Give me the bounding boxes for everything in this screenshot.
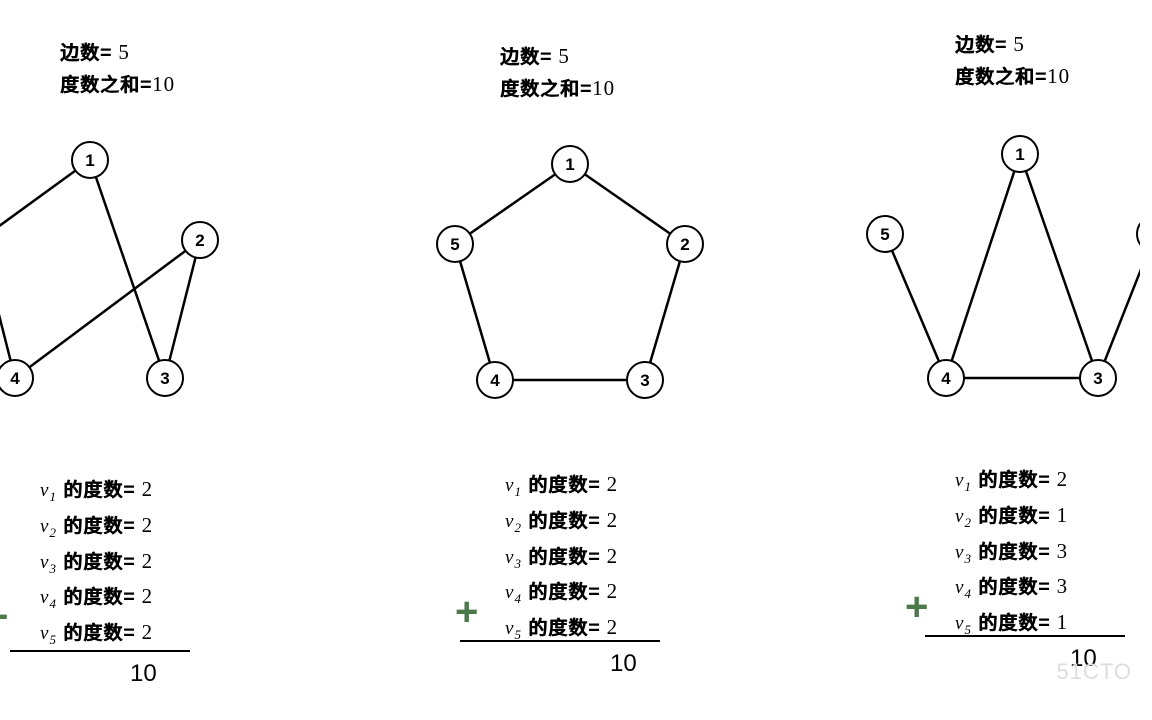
edge [15,240,200,378]
node-label-2: 2 [680,235,689,254]
degree-list: v1 的度数= 2 v2 的度数= 2 v3 的度数= 2 v4 的度数= 2 v5 的… [40,475,153,654]
degree-line-v4: v4 的度数= 3 [955,572,1068,602]
node-label-1: 1 [565,155,574,174]
edge [455,164,570,244]
degree-line-v1: v1 的度数= 2 [40,475,153,505]
degree-line-v2: v2 的度数= 2 [40,511,153,541]
degree-sum-label: 度数之和=10 [60,70,175,97]
degree-line-v3: v3 的度数= 3 [955,537,1068,567]
degree-list: v1 的度数= 2 v2 的度数= 1 v3 的度数= 3 v4 的度数= 3 v5 的… [955,465,1068,644]
graph-panel-1: 边数= 5 度数之和=10 1 2 3 4 v1 的度数= 2 v2 的度数= 2 v3 的度数… [0,0,390,720]
node-label-1: 1 [1015,145,1024,164]
graph-panel-2: 边数= 5 度数之和=10 1 2 5 3 4 v1 的度数= 2 v2 的度数= 2 v3 的度… [400,0,820,720]
watermark: 51CTO [1056,659,1132,685]
node-label-3: 3 [1093,369,1102,388]
degree-line-v3: v3 的度数= 2 [505,542,618,572]
degree-list: v1 的度数= 2 v2 的度数= 2 v3 的度数= 2 v4 的度数= 2 v5 的… [505,470,618,649]
degree-line-v4: v4 的度数= 2 [505,577,618,607]
node-label-5: 5 [880,225,889,244]
degree-line-v5: v5 的度数= 2 [40,618,153,648]
sum-value: 10 [610,650,637,678]
edge [455,244,495,380]
edge [0,240,15,378]
degree-line-v3: v3 的度数= 2 [40,547,153,577]
edge-count-label: 边数= 5 [955,30,1025,57]
node-label-4: 4 [490,371,500,390]
degree-line-v5: v5 的度数= 1 [955,608,1068,638]
edge-count-label: 边数= 5 [500,42,570,69]
degree-line-v1: v1 的度数= 2 [505,470,618,500]
degree-line-v2: v2 的度数= 2 [505,506,618,536]
node-label-3: 3 [640,371,649,390]
node-2 [1137,216,1152,252]
sum-value: 10 [130,660,157,688]
edge [1098,234,1152,378]
node-label-4: 4 [941,369,951,388]
node-label-4: 4 [10,369,20,388]
degree-line-v5: v5 的度数= 2 [505,613,618,643]
graph-panel-3: 边数= 5度数之和=1012534v1 的度数= 2v2 的度数= 1v3 的度… [840,0,1152,720]
edge [946,154,1020,378]
edge [645,244,685,380]
degree-sum-label: 度数之和=10 [500,74,615,101]
plus-icon: + [905,585,928,630]
sum-divider [460,640,660,642]
node-label-5: 5 [450,235,459,254]
graph-1: 1 2 3 4 [0,120,250,420]
degree-line-v4: v4 的度数= 2 [40,582,153,612]
edge [885,234,946,378]
plus-icon: + [455,590,478,635]
graph-3: 12534 [840,120,1152,420]
graph-2: 1 2 5 3 4 [410,128,730,428]
edge [570,164,685,244]
node-label-1: 1 [85,151,94,170]
plus-icon: + [0,595,8,640]
degree-line-v2: v2 的度数= 1 [955,501,1068,531]
node-label-3: 3 [160,369,169,388]
node-label-2: 2 [195,231,204,250]
edge [90,160,165,378]
edge-count-label: 边数= 5 [60,38,130,65]
degree-line-v1: v1 的度数= 2 [955,465,1068,495]
edge [1020,154,1098,378]
sum-divider [10,650,190,652]
degree-sum-label: 度数之和=10 [955,62,1070,89]
sum-divider [925,635,1125,637]
